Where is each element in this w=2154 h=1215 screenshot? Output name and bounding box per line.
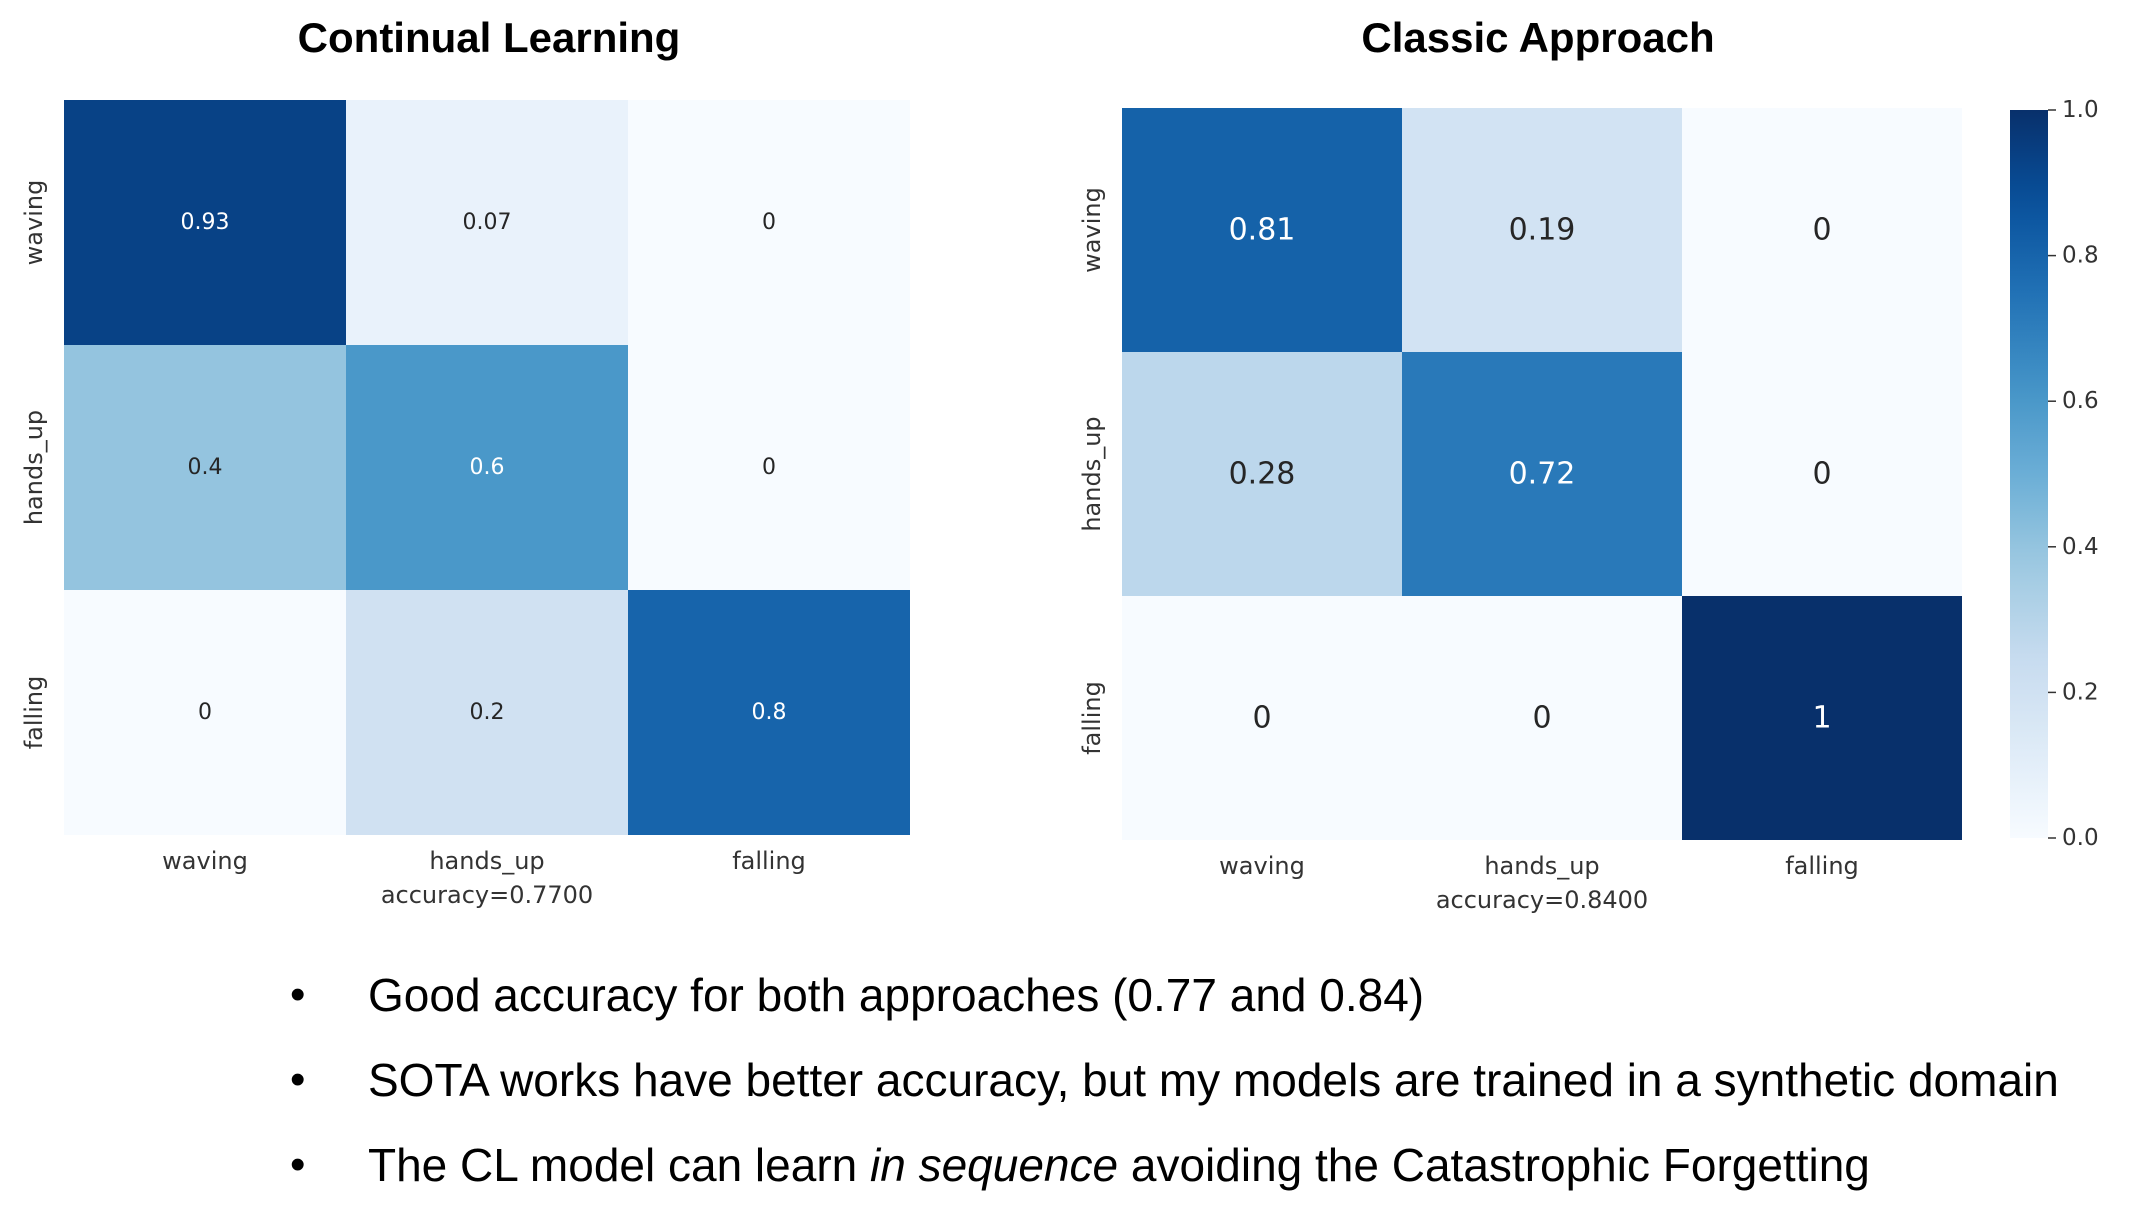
- colorbar-tick-label: 0.2: [2062, 679, 2099, 705]
- cell-value-label: 0: [1812, 457, 1831, 492]
- cell-hands-up-waving: [1122, 352, 1402, 596]
- cell-falling-falling: [628, 590, 910, 835]
- bullet-text: SOTA works have better accuracy, but my …: [368, 1054, 2059, 1106]
- cell-waving-falling: [628, 100, 910, 345]
- colorbar: 0.0 0.2 0.4 0.6 0.8 1.0: [2010, 97, 2099, 851]
- cell-falling-waving: [64, 590, 346, 835]
- chart-title-continual-learning: Continual Learning: [297, 14, 681, 61]
- cell-value-label: 0.4: [188, 455, 223, 480]
- bullet-dot: •: [290, 1055, 306, 1104]
- y-tick-label: falling: [1078, 681, 1106, 755]
- bullet-list: • Good accuracy for both approaches (0.77…: [290, 960, 2059, 1215]
- bullet-item: • SOTA works have better accuracy, but my…: [290, 1045, 2059, 1130]
- colorbar-tick-label: 0.8: [2062, 243, 2099, 269]
- cell-waving-hands-up: [346, 100, 628, 345]
- cell-value-label: 0: [762, 210, 776, 235]
- cell-value-label: 0.6: [470, 455, 505, 480]
- cell-falling-hands-up: [346, 590, 628, 835]
- x-tick-label: waving: [1219, 852, 1305, 880]
- cell-falling-falling: [1682, 596, 1962, 840]
- bullet-text: The CL model can learn: [368, 1139, 871, 1191]
- cell-value-label: 0.2: [470, 700, 505, 725]
- cell-hands-up-falling: [1682, 352, 1962, 596]
- cell-value-label: 0: [1252, 701, 1271, 736]
- cell-value-label: 0: [1532, 701, 1551, 736]
- cell-waving-falling: [1682, 108, 1962, 352]
- x-tick-label: hands_up: [429, 847, 544, 875]
- cell-waving-hands-up: [1402, 108, 1682, 352]
- cell-value-label: 0.28: [1229, 457, 1296, 492]
- x-tick-label: falling: [732, 847, 806, 875]
- cell-hands-up-hands-up: [1402, 352, 1682, 596]
- bullet-dot: •: [290, 1140, 306, 1189]
- bullet-dot: •: [290, 970, 306, 1019]
- cell-value-label: 0.93: [181, 210, 230, 235]
- x-axis-label: accuracy=0.8400: [1436, 886, 1648, 914]
- bullet-item: • Good accuracy for both approaches (0.77…: [290, 960, 2059, 1045]
- cell-value-label: 0.81: [1229, 213, 1296, 248]
- cell-waving-waving: [1122, 108, 1402, 352]
- cell-value-label: 0: [198, 700, 212, 725]
- colorbar-tick-label: 0.0: [2062, 825, 2099, 851]
- y-tick-label: hands_up: [20, 410, 48, 525]
- cell-value-label: 0.72: [1509, 457, 1576, 492]
- bullet-item: • The CL model can learn in sequence avoi…: [290, 1130, 2059, 1215]
- x-tick-label: hands_up: [1484, 852, 1599, 880]
- colorbar-tick-label: 0.6: [2062, 388, 2099, 414]
- bullet-text: Good accuracy for both approaches (0.77 …: [368, 969, 1425, 1021]
- cell-waving-waving: [64, 100, 346, 345]
- bullet-text: avoiding the Catastrophic Forgetting: [1118, 1139, 1870, 1191]
- y-tick-label: waving: [20, 180, 48, 266]
- y-tick-label: hands_up: [1078, 416, 1106, 531]
- chart-title-classic-approach: Classic Approach: [1361, 14, 1715, 61]
- x-tick-label: falling: [1785, 852, 1859, 880]
- cell-hands-up-hands-up: [346, 345, 628, 590]
- colorbar-tick-label: 1.0: [2062, 97, 2099, 123]
- cell-value-label: 1: [1812, 701, 1831, 736]
- x-tick-label: waving: [162, 847, 248, 875]
- cell-falling-waving: [1122, 596, 1402, 840]
- bullet-text-italic: in sequence: [870, 1139, 1119, 1191]
- y-tick-label: falling: [20, 676, 48, 750]
- y-tick-label: waving: [1078, 187, 1106, 273]
- cell-value-label: 0.19: [1509, 213, 1576, 248]
- cell-value-label: 0.07: [463, 210, 512, 235]
- x-axis-label: accuracy=0.7700: [381, 881, 593, 909]
- colorbar-tick-label: 0.4: [2062, 534, 2099, 560]
- cell-value-label: 0: [1812, 213, 1831, 248]
- cell-hands-up-waving: [64, 345, 346, 590]
- cell-value-label: 0.8: [752, 700, 787, 725]
- cell-hands-up-falling: [628, 345, 910, 590]
- colorbar-gradient: [2010, 110, 2048, 838]
- cell-value-label: 0: [762, 455, 776, 480]
- cell-falling-hands-up: [1402, 596, 1682, 840]
